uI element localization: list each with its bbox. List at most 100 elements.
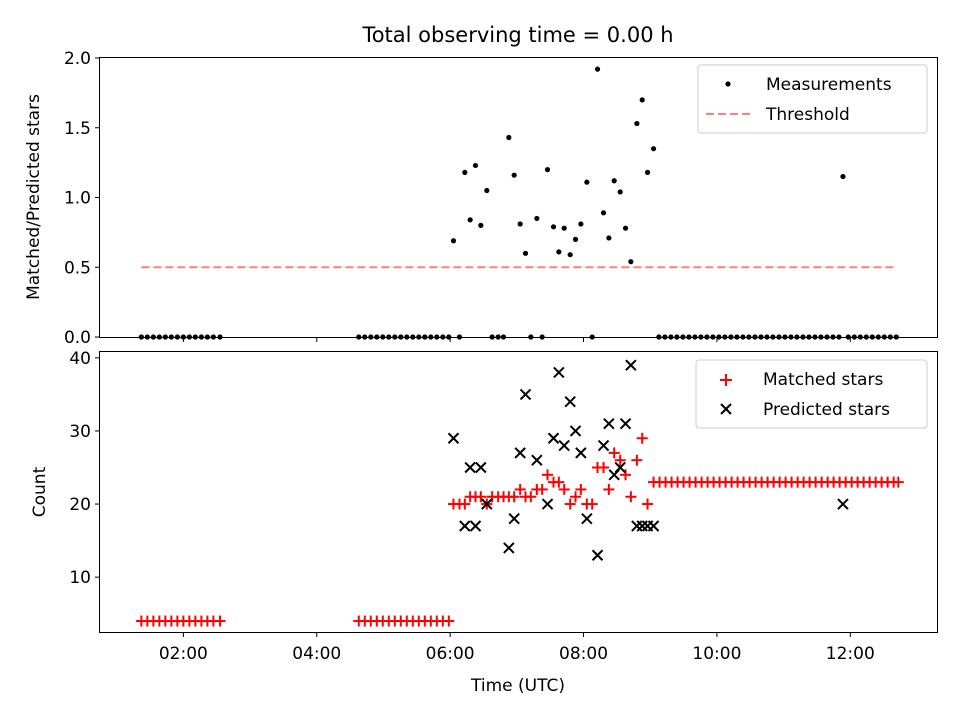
- predicted-point: [541, 498, 554, 510]
- bottom-ylabel: Count: [30, 466, 50, 517]
- predicted-point: [575, 447, 587, 459]
- measurement-point: [522, 250, 529, 256]
- legend-label-matched: Matched stars: [763, 370, 883, 390]
- bottom-legend: Matched stars Predicted stars: [695, 359, 928, 429]
- predicted-point: [531, 454, 543, 466]
- bottom-xtick-label: 04:00: [292, 644, 341, 664]
- predicted-point: [837, 498, 849, 510]
- matched-point: [575, 483, 587, 495]
- bottom-xtick-label: 12:00: [826, 644, 875, 664]
- bottom-xtick-label: 08:00: [559, 644, 608, 664]
- measurement-point: [544, 167, 551, 173]
- matched-point: [892, 476, 904, 488]
- top-ytick-label: 2.0: [64, 49, 91, 69]
- measurement-point: [484, 187, 490, 194]
- predicted-point: [564, 396, 576, 408]
- predicted-point: [591, 549, 604, 561]
- measurement-point: [556, 249, 562, 255]
- measurement-point: [550, 224, 557, 230]
- legend-marker-predicted: [720, 403, 732, 415]
- matched-point: [586, 498, 598, 510]
- predicted-point: [558, 439, 570, 452]
- matched-point: [508, 491, 520, 503]
- matched-point: [603, 483, 615, 495]
- predicted-point: [631, 520, 643, 532]
- measurement-point: [628, 259, 634, 265]
- matched-point: [564, 498, 576, 510]
- top-ytick-label: 1.0: [64, 189, 91, 209]
- bottom-ytick-label: 40: [69, 349, 91, 369]
- predicted-point: [519, 388, 532, 401]
- measurement-point: [506, 134, 512, 141]
- top-ytick-label: 0.0: [64, 328, 91, 348]
- predicted-point: [514, 447, 526, 459]
- top-ylabel: Matched/Predicted stars: [24, 94, 44, 300]
- bottom-xlabel: Time (UTC): [470, 676, 565, 696]
- matched-point: [459, 498, 471, 510]
- predicted-point: [569, 425, 582, 437]
- predicted-point: [447, 432, 460, 444]
- matched-point: [598, 462, 610, 474]
- legend-marker-matched: [720, 374, 732, 386]
- measurement-point: [840, 173, 846, 180]
- measurement-point: [594, 66, 601, 72]
- bottom-legend-box: [695, 359, 928, 429]
- top-ytick-label: 0.5: [64, 258, 91, 278]
- predicted-point: [508, 512, 520, 525]
- matched-point: [525, 491, 537, 503]
- legend-marker-measurements: [725, 81, 731, 87]
- predicted-point: [459, 520, 471, 532]
- measurement-point: [511, 172, 517, 178]
- predicted-point: [597, 439, 610, 452]
- predicted-point: [581, 512, 593, 525]
- predicted-point: [464, 461, 476, 474]
- predicted-point: [481, 498, 493, 510]
- top-legend: Measurements Threshold: [697, 64, 928, 134]
- measurement-point: [639, 97, 645, 103]
- predicted-point: [647, 520, 660, 532]
- matched-point: [536, 483, 548, 495]
- measurement-point: [467, 217, 473, 223]
- matched-point: [514, 483, 526, 495]
- bottom-xtick-label: 02:00: [159, 644, 208, 664]
- bottom-ytick-label: 10: [69, 568, 91, 588]
- bottom-xtick-label: 10:00: [692, 644, 741, 664]
- measurement-point: [478, 222, 484, 228]
- measurement-point: [611, 178, 617, 184]
- matched-point: [625, 491, 637, 503]
- chart-title: Total observing time = 0.00 h: [361, 23, 673, 47]
- matched-point: [631, 454, 643, 466]
- matched-point: [614, 454, 626, 466]
- measurement-point: [617, 189, 623, 195]
- matched-point: [475, 491, 487, 503]
- top-panel: 0.00.51.01.52.0 Matched/Predicted stars …: [24, 49, 938, 348]
- matched-point: [542, 469, 554, 481]
- measurement-point: [644, 169, 651, 175]
- measurement-point: [606, 235, 612, 241]
- measurement-point: [650, 146, 657, 152]
- predicted-point: [553, 366, 565, 379]
- legend-label-threshold: Threshold: [765, 105, 850, 125]
- bottom-axes-frame: [99, 351, 938, 633]
- predicted-point: [475, 461, 487, 474]
- measurement-point: [450, 238, 457, 244]
- measurement-point: [584, 179, 590, 185]
- top-ytick-label: 1.5: [64, 119, 91, 139]
- matched-point: [636, 432, 648, 444]
- predicted-point: [619, 417, 632, 430]
- predicted-point: [469, 520, 482, 532]
- matched-point: [608, 447, 620, 459]
- matched-point: [642, 498, 654, 510]
- measurement-point: [517, 221, 523, 227]
- matched-point: [620, 469, 632, 481]
- matched-point: [558, 483, 570, 495]
- top-legend-box: [697, 64, 928, 134]
- measurement-point: [567, 252, 573, 258]
- measurement-point: [622, 225, 629, 231]
- matched-point: [553, 476, 565, 488]
- predicted-point: [503, 542, 515, 554]
- bottom-xtick-label: 06:00: [426, 644, 475, 664]
- bottom-ytick-label: 30: [69, 422, 91, 442]
